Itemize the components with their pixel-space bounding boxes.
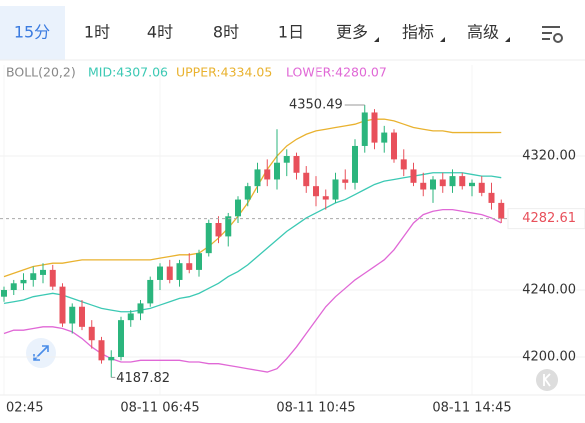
max-label: 4350.49 [289, 97, 343, 112]
candle-body [303, 172, 310, 187]
indicator-name: BOLL(20,2) [6, 65, 76, 80]
candle-body [98, 340, 105, 361]
candle-body [49, 269, 56, 287]
candle-body [205, 223, 212, 254]
dropdown-triangle [440, 37, 445, 42]
dropdown-triangle [374, 37, 379, 42]
candle-body [459, 176, 466, 187]
candle-body [342, 179, 349, 183]
candle-body [283, 156, 290, 163]
candle-body [469, 182, 475, 187]
candle-body [137, 303, 144, 314]
candle-body [430, 179, 436, 190]
tab[interactable]: 高级 [467, 23, 499, 42]
candle-body [88, 326, 95, 341]
indicator-line [3, 118, 502, 278]
candle-body [274, 162, 280, 180]
y-tick-label: 4240.00 [522, 282, 576, 297]
indicator-line [3, 208, 502, 373]
candle-body [235, 199, 241, 217]
candle-body [478, 182, 485, 193]
x-tick-label: 08-11 10:45 [276, 401, 355, 416]
candle-body [186, 263, 193, 270]
y-tick-label: 4200.00 [522, 349, 576, 364]
tab[interactable]: 8时 [213, 23, 239, 42]
candle-body [20, 279, 27, 284]
candle-body [215, 223, 222, 237]
candle-body [108, 356, 115, 361]
candle-body [391, 132, 397, 160]
candle-body [59, 286, 66, 324]
candle-body [371, 112, 378, 143]
legend-entry: UPPER:4334.05 [176, 65, 272, 80]
candle-body [118, 320, 124, 357]
x-tick-label: 08-11 06:45 [120, 401, 199, 416]
x-tick-label: 08-11 14:45 [432, 401, 511, 416]
tab[interactable]: 指标 [402, 23, 434, 42]
current-price-box [507, 208, 585, 230]
candle-body [79, 306, 85, 327]
candle-body [244, 186, 251, 200]
tab[interactable]: 4时 [147, 23, 173, 42]
min-label: 4187.82 [116, 371, 170, 386]
candle-body [322, 196, 329, 200]
legend-entry: MID:4307.06 [88, 65, 168, 80]
tab[interactable]: 15分 [14, 23, 50, 42]
candle-body [196, 253, 202, 270]
candle-body [157, 266, 163, 280]
candle-body [10, 283, 17, 290]
candle-body [176, 263, 183, 280]
candle-body [498, 202, 505, 219]
selected-tab-bg [0, 6, 65, 60]
tab[interactable]: 1时 [84, 23, 110, 42]
candle-body [254, 169, 261, 187]
legend-entry: LOWER:4280.07 [286, 65, 387, 80]
candle-body [313, 186, 319, 197]
candle-body [400, 159, 407, 170]
current-price-label: 4282.61 [522, 211, 576, 226]
k-icon[interactable] [536, 369, 558, 391]
candle-body [69, 306, 76, 324]
indicator-line [3, 172, 502, 313]
candle-body [30, 273, 37, 280]
candle-body [225, 216, 232, 237]
candle-body [293, 156, 300, 173]
candle-body [381, 132, 388, 143]
candle-body [264, 169, 271, 180]
tab[interactable]: 更多 [336, 23, 368, 42]
candle-body [332, 179, 339, 200]
candle-body [449, 176, 456, 187]
expand-icon[interactable] [26, 338, 56, 368]
dropdown-triangle [505, 37, 510, 42]
candle-body [410, 169, 417, 183]
x-tick-label: 02:45 [6, 401, 43, 416]
candle-body [40, 269, 46, 275]
candle-body [420, 182, 427, 190]
candle-body [127, 313, 134, 321]
y-tick-label: 4320.00 [522, 149, 576, 164]
candle-body [1, 289, 7, 297]
tab[interactable]: 1日 [278, 23, 304, 42]
candle-body [361, 112, 368, 146]
candle-body [352, 145, 358, 183]
candle-body [488, 192, 495, 203]
candle-body [439, 179, 446, 187]
candle-body [166, 266, 173, 280]
candle-body [147, 279, 154, 304]
settings-icon[interactable] [542, 26, 563, 43]
